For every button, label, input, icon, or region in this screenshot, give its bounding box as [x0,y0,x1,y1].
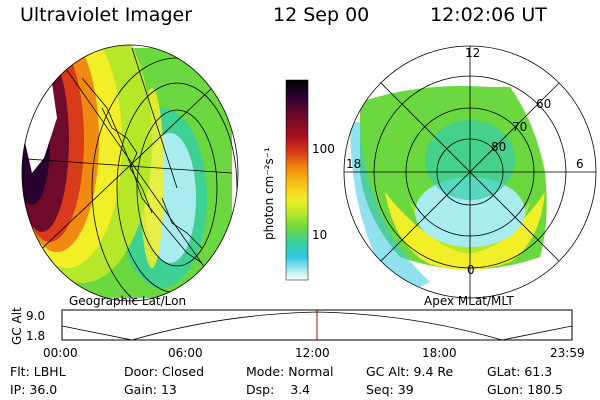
mlat-label-70: 70 [512,120,528,134]
mlt-label-12: 12 [465,46,481,60]
gc-alt-axis-label: GC Alt [10,307,24,345]
time-label: 12:02:06 UT [430,4,547,26]
time-tick-0600: 06:00 [168,346,203,360]
gc-alt-tick-1-8: 1.8 [26,329,46,343]
status-glat: GLat: 61.3 [487,364,553,379]
gc-alt-tick-9: 9.0 [26,309,46,323]
mlt-label-6: 6 [576,157,584,171]
status-mode: Mode: Normal [246,364,334,379]
time-tick-0000: 00:00 [43,346,78,360]
left-panel-caption: Geographic Lat/Lon [69,294,187,308]
time-tick-2359: 23:59 [550,346,585,360]
colorbar-tick-10: 10 [312,228,328,242]
status-glon: GLon: 180.5 [487,382,563,397]
mlt-label-0: 0 [467,263,475,277]
colorbar-tick-100: 100 [312,142,335,156]
colorbar [285,79,309,281]
time-tick-1200: 12:00 [295,346,330,360]
right-panel-caption: Apex MLat/MLT [424,294,514,308]
status-dsp: Dsp: 3.4 [246,382,311,397]
instrument-title: Ultraviolet Imager [20,4,193,26]
status-seq: Seq: 39 [366,382,414,397]
status-filter: Flt: LBHL [10,364,66,379]
polar-uv-image [343,45,597,299]
altitude-plot [61,309,573,341]
date-label: 12 Sep 00 [273,4,370,26]
status-door: Door: Closed [124,364,205,379]
geographic-uv-image [21,44,239,302]
colorbar-unit-label: photon cm⁻²s⁻¹ [262,147,276,240]
time-tick-1800: 18:00 [422,346,457,360]
mlt-label-18: 18 [346,157,362,171]
status-gain: Gain: 13 [124,382,177,397]
status-ip: IP: 36.0 [10,382,58,397]
status-gc-alt: GC Alt: 9.4 Re [366,364,454,379]
mlat-label-60: 60 [536,97,552,111]
mlat-label-80: 80 [491,140,507,154]
